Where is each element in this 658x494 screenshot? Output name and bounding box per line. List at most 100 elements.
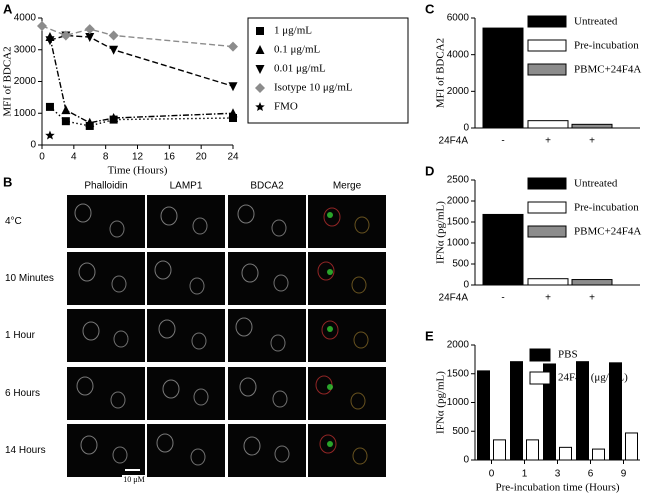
- micrograph: [147, 195, 225, 248]
- bar: [571, 123, 613, 129]
- marker: [229, 114, 237, 123]
- panel-label: A: [3, 1, 13, 16]
- legend-label: PBMC+24F4A: [574, 226, 641, 238]
- marker: [37, 20, 47, 31]
- y-tick-label: 0: [30, 140, 36, 151]
- bar: [477, 370, 490, 461]
- micrograph: [147, 367, 225, 420]
- cell: [350, 392, 366, 410]
- legend-swatch: [527, 15, 567, 28]
- cell: [82, 321, 100, 341]
- y-tick-label: 4000: [14, 13, 37, 24]
- marker: [45, 36, 55, 46]
- marker: [45, 102, 54, 111]
- micrograph: [67, 367, 145, 420]
- marker: [60, 30, 71, 41]
- x-tick-label: 6: [588, 469, 594, 480]
- micrograph: [228, 195, 306, 248]
- marker: [61, 117, 70, 126]
- legend-marker: [255, 102, 265, 112]
- cell: [273, 274, 289, 292]
- cell: [190, 448, 206, 466]
- legend-swatch: [529, 348, 551, 362]
- panel-label: C: [425, 1, 435, 16]
- y-axis-title: IFNα (pg/mL): [435, 201, 447, 264]
- x-row-label: 24F4A: [439, 136, 469, 147]
- cell: [321, 320, 339, 340]
- cell: [271, 219, 287, 237]
- marker: [61, 105, 71, 115]
- bar: [571, 279, 613, 286]
- micrograph: [67, 195, 145, 248]
- cell: [154, 260, 172, 280]
- y-tick-label: 1000: [14, 108, 37, 119]
- x-tick-label: 0: [489, 469, 495, 480]
- bar: [482, 213, 524, 286]
- column-header: Merge: [333, 181, 362, 192]
- signal: [327, 384, 333, 390]
- panel-label: E: [425, 328, 434, 343]
- micrograph: [147, 252, 225, 305]
- bar: [527, 120, 569, 129]
- legend-label: 0.01 μg/mL: [274, 63, 326, 75]
- y-tick-label: 2000: [447, 340, 470, 351]
- cell: [113, 330, 129, 348]
- cell: [162, 379, 180, 399]
- cell: [78, 262, 96, 282]
- legend-marker: [256, 27, 264, 35]
- x-tick-label: 0: [39, 152, 45, 163]
- y-tick-label: 0: [463, 280, 469, 291]
- scale-label-bg: [122, 475, 146, 485]
- cell: [111, 275, 127, 293]
- marker: [108, 30, 119, 41]
- legend-label: 0.1 μg/mL: [274, 44, 321, 56]
- cell: [158, 319, 176, 339]
- bar: [625, 432, 638, 461]
- cell: [109, 220, 125, 238]
- cell: [74, 203, 92, 223]
- cell: [76, 376, 94, 396]
- marker: [45, 130, 55, 140]
- y-tick-label: 0: [463, 123, 469, 134]
- marker: [84, 24, 95, 35]
- x-tick-label: -: [501, 293, 504, 304]
- cell: [352, 447, 368, 465]
- bar: [527, 278, 569, 286]
- y-tick-label: 2000: [14, 76, 37, 87]
- signal: [327, 212, 333, 218]
- micrograph: [308, 252, 386, 305]
- x-tick-label: -: [501, 136, 504, 147]
- cell: [189, 277, 205, 295]
- legend-label: Pre-incubation: [574, 202, 639, 214]
- legend-swatch: [527, 63, 567, 76]
- signal: [327, 441, 333, 447]
- row-label: 10 Minutes: [5, 273, 54, 284]
- cell: [243, 436, 261, 456]
- micrograph: [147, 309, 225, 362]
- marker: [109, 45, 119, 55]
- panel-label: B: [3, 174, 12, 189]
- y-tick-label: 1000: [447, 397, 470, 408]
- legend-swatch: [527, 39, 567, 52]
- column-header: BDCA2: [250, 181, 284, 192]
- x-tick-label: 1: [522, 469, 528, 480]
- bar: [482, 27, 524, 129]
- cell: [319, 434, 337, 454]
- y-tick-label: 3000: [14, 44, 37, 55]
- cell: [110, 391, 126, 409]
- y-tick-label: 500: [452, 259, 469, 270]
- legend-label: Isotype 10 μg/mL: [274, 82, 353, 94]
- bar: [543, 363, 556, 461]
- signal: [327, 269, 333, 275]
- x-tick-label: 16: [164, 152, 176, 163]
- y-tick-label: 2000: [447, 86, 470, 97]
- legend-swatch: [527, 201, 567, 214]
- marker: [85, 33, 95, 43]
- cell: [193, 388, 209, 406]
- x-axis-title: Time (Hours): [108, 165, 168, 177]
- cell: [80, 435, 98, 455]
- legend-box: [247, 17, 409, 124]
- row-label: 14 Hours: [5, 445, 46, 456]
- x-tick-label: 12: [132, 152, 144, 163]
